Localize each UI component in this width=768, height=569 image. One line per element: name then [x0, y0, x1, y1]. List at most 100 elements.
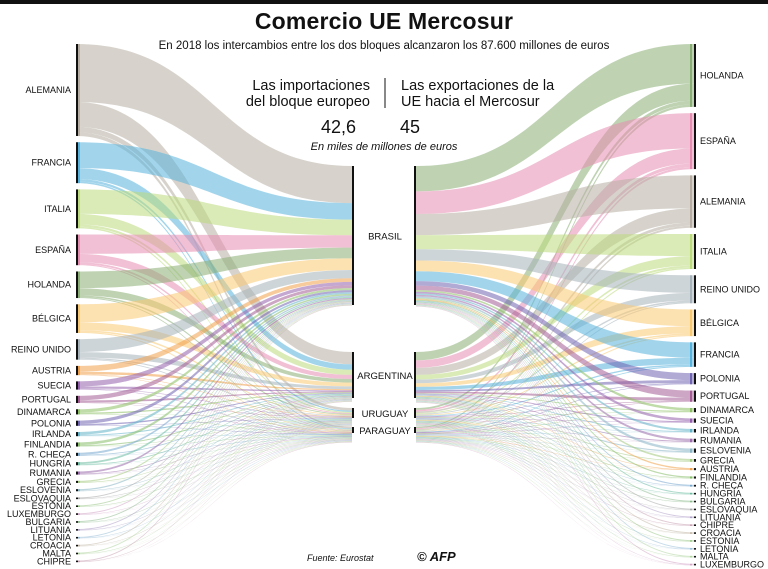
- flow-left-belgica-argentina: [76, 322, 352, 387]
- flow-right-lituania-brasil: [416, 303, 694, 518]
- country-swatch-left-polonia: [78, 420, 80, 426]
- country-swatch-left-dinamarca: [78, 409, 80, 415]
- flow-left-croacia-argentina: [76, 400, 352, 547]
- country-bar-left-lituania: [76, 529, 78, 531]
- flow-left-rumania-paraguay: [76, 436, 352, 475]
- flow-right-croacia-paraguay: [416, 440, 694, 534]
- flow-right-eslovenia-brasil: [416, 296, 694, 452]
- flow-right-eslovenia-uruguay: [416, 419, 694, 453]
- flow-left-croacia-paraguay: [76, 441, 352, 547]
- country-bar-left-luxemburgo: [76, 513, 78, 515]
- flow-left-espana-argentina: [76, 253, 352, 380]
- country-label-left-luxemburgo: LUXEMBURGO: [7, 509, 71, 519]
- country-swatch-right-r-checa: [690, 484, 692, 487]
- flow-left-finlandia-brasil: [76, 293, 352, 446]
- country-bar-right-eslovenia: [694, 448, 696, 453]
- country-label-left-dinamarca: DINAMARCA: [17, 407, 71, 417]
- flow-right-luxemburgo-brasil: [416, 306, 694, 565]
- country-label-right-finlandia: FINLANDIA: [700, 473, 747, 483]
- flow-left-letonia-argentina: [76, 399, 352, 539]
- flow-right-chipre-brasil: [416, 303, 694, 526]
- flow-left-lituania-argentina: [76, 399, 352, 531]
- country-label-left-holanda: HOLANDA: [27, 280, 71, 290]
- afp-credit: © AFP: [417, 549, 456, 564]
- country-bar-left-holanda: [76, 271, 78, 299]
- flow-left-eslovenia-brasil: [76, 300, 352, 491]
- flow-right-suecia-brasil: [416, 291, 694, 422]
- country-label-right-luxemburgo: LUXEMBURGO: [700, 560, 764, 569]
- country-swatch-right-dinamarca: [690, 408, 692, 413]
- flow-right-chipre-uruguay: [416, 423, 694, 526]
- country-bar-right-croacia: [694, 532, 696, 534]
- country-bar-left-portugal: [76, 395, 78, 404]
- flow-left-portugal-brasil: [76, 285, 352, 401]
- flow-right-francia-paraguay: [416, 365, 694, 433]
- flow-right-portugal-uruguay: [416, 400, 694, 418]
- flow-right-grecia-argentina: [416, 395, 694, 462]
- country-swatch-right-chipre: [690, 524, 692, 526]
- flow-left-grecia-argentina: [76, 396, 352, 483]
- country-bar-right-bulgaria: [694, 500, 696, 503]
- flow-right-dinamarca-brasil: [416, 290, 694, 411]
- flow-right-alemania-brasil: [416, 175, 694, 236]
- country-label-left-suecia: SUECIA: [37, 380, 71, 390]
- country-bar-right-austria: [694, 468, 696, 471]
- flow-left-luxemburgo-brasil: [76, 302, 352, 515]
- flow-right-irlanda-uruguay: [416, 418, 694, 433]
- flow-right-polonia-uruguay: [416, 383, 694, 417]
- country-bar-left-rumania: [76, 471, 78, 475]
- country-swatch-right-espana: [690, 113, 692, 170]
- flow-right-rumania-brasil: [416, 294, 694, 441]
- mercosur-label-paraguay: PARAGUAY: [359, 426, 411, 437]
- flow-left-malta-paraguay: [76, 441, 352, 555]
- flow-right-belgica-paraguay: [416, 335, 694, 432]
- flow-right-portugal-brasil: [416, 285, 694, 398]
- flow-left-eslovaquia-argentina: [76, 397, 352, 499]
- flow-right-bulgaria-argentina: [416, 398, 694, 503]
- country-label-left-polonia: POLONIA: [31, 418, 71, 428]
- country-label-left-finlandia: FINLANDIA: [24, 440, 71, 450]
- flow-right-eslovaquia-brasil: [416, 302, 694, 510]
- country-bar-right-italia: [694, 234, 696, 269]
- flow-left-chipre-paraguay: [76, 442, 352, 563]
- country-label-left-alemania: ALEMANIA: [25, 85, 71, 95]
- flow-right-finlandia-brasil: [416, 299, 694, 478]
- flow-left-portugal-uruguay: [76, 402, 352, 418]
- flow-left-croacia-brasil: [76, 304, 352, 546]
- country-swatch-left-croacia: [78, 544, 80, 547]
- flows: [76, 44, 694, 566]
- country-label-right-italia: ITALIA: [700, 247, 727, 257]
- flow-right-lituania-argentina: [416, 399, 694, 518]
- flow-right-rumania-paraguay: [416, 434, 694, 443]
- flow-left-hungria-uruguay: [76, 420, 352, 466]
- flow-left-polonia-brasil: [76, 290, 352, 424]
- flow-right-reino-unido-brasil: [416, 249, 694, 293]
- country-bar-left-italia: [76, 189, 78, 229]
- country-label-left-eslovaquia: ESLOVAQUIA: [14, 493, 71, 503]
- country-swatch-left-lituania: [78, 529, 80, 531]
- flow-left-r-checa-paraguay: [76, 435, 352, 456]
- country-label-left-italia: ITALIA: [44, 204, 71, 214]
- country-bar-right-malta: [694, 555, 696, 558]
- flow-right-croacia-brasil: [416, 304, 694, 534]
- flow-left-chipre-uruguay: [76, 426, 352, 563]
- country-bar-left-finlandia: [76, 442, 78, 447]
- flow-right-suecia-uruguay: [416, 417, 694, 423]
- country-label-right-bulgaria: BULGARIA: [700, 497, 746, 507]
- country-swatch-right-alemania: [690, 175, 692, 228]
- flow-right-chipre-paraguay: [416, 439, 694, 526]
- country-label-right-dinamarca: DINAMARCA: [700, 405, 754, 415]
- country-bar-left-espana: [76, 234, 78, 266]
- flow-left-bulgaria-argentina: [76, 398, 352, 523]
- country-label-left-r-checa: R. CHECA: [28, 449, 71, 459]
- country-swatch-left-francia: [78, 142, 80, 184]
- flow-left-chipre-argentina: [76, 401, 352, 563]
- flow-right-bulgaria-uruguay: [416, 422, 694, 503]
- unit-note: En miles de millones de euros: [310, 141, 458, 153]
- flow-left-portugal-paraguay: [76, 402, 352, 434]
- country-swatch-right-grecia: [690, 459, 692, 462]
- country-label-right-reino-unido: REINO UNIDO: [700, 284, 760, 294]
- country-swatch-right-letonia: [690, 548, 692, 550]
